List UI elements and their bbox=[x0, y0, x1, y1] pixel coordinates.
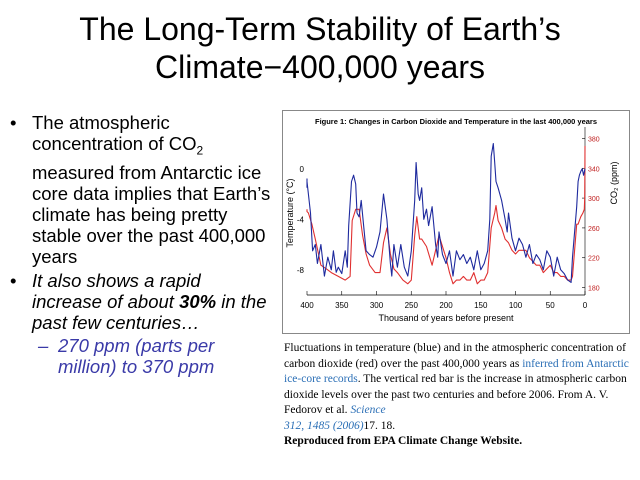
x-tick-label: 0 bbox=[583, 301, 588, 310]
figure-caption: Fluctuations in temperature (blue) and i… bbox=[284, 341, 630, 450]
y-right-tick-label: 340 bbox=[588, 166, 600, 173]
x-tick-label: 150 bbox=[474, 301, 488, 310]
chart-title: Figure 1: Changes in Carbon Dioxide and … bbox=[315, 117, 597, 126]
bullet-1-text: The atmospheric concentration of CO bbox=[32, 112, 197, 154]
y-right-tick-label: 300 bbox=[588, 196, 600, 203]
bullet-dot-icon: • bbox=[10, 112, 17, 133]
bullet-dot-icon: • bbox=[10, 269, 17, 291]
bullet-1-text-cont: measured from Antarctic ice core data im… bbox=[32, 161, 271, 267]
caption-text-cont: . The vertical red bar is the increase i… bbox=[284, 373, 627, 416]
y-left-tick-label: 0 bbox=[300, 165, 305, 174]
bullet-2-text-cont: in the past few centuries… bbox=[32, 290, 267, 333]
x-tick-label: 200 bbox=[439, 301, 453, 310]
x-tick-label: 50 bbox=[546, 301, 555, 310]
bullet-2-percent: 30% bbox=[179, 290, 217, 312]
x-tick-label: 100 bbox=[509, 301, 523, 310]
caption-text: Fluctuations in temperature (blue) and i… bbox=[284, 342, 627, 370]
y-right-axis-label: CO₂ (ppm) bbox=[609, 162, 619, 205]
caption-source: Reproduced from EPA Climate Change Websi… bbox=[284, 435, 523, 447]
y-left-tick-label: -8 bbox=[297, 266, 305, 275]
slide-title: The Long-Term Stability of Earth’s Clima… bbox=[0, 10, 640, 86]
x-tick-label: 400 bbox=[300, 301, 314, 310]
y-right-tick-label: 180 bbox=[588, 286, 600, 293]
sub-bullet-ppm: – 270 ppm (parts per million) to 370 ppm bbox=[10, 335, 272, 377]
caption-citation-link[interactable]: 312, 1485 (2006) bbox=[284, 419, 364, 432]
sub-bullet-text: 270 ppm (parts per million) to 370 ppm bbox=[58, 334, 215, 377]
title-line-1: The Long-Term Stability of Earth’s bbox=[79, 11, 561, 47]
y-left-axis-label: Temperature (°C) bbox=[285, 178, 295, 247]
bullet-rapid-increase: • It also shows a rapid increase of abou… bbox=[10, 270, 272, 333]
caption-journal-link[interactable]: Science bbox=[350, 404, 386, 416]
x-tick-label: 300 bbox=[370, 301, 384, 310]
bullet-list: • The atmospheric concentration of CO2 m… bbox=[10, 112, 272, 377]
co2-temperature-figure: Figure 1: Changes in Carbon Dioxide and … bbox=[282, 110, 630, 334]
dash-icon: – bbox=[38, 334, 49, 356]
y-left-tick-label: -4 bbox=[297, 215, 305, 224]
y-right-tick-label: 380 bbox=[588, 136, 600, 143]
bullet-co2-stability: • The atmospheric concentration of CO2 m… bbox=[10, 112, 272, 267]
bullet-2-text: It also shows a rapid increase of about bbox=[32, 269, 201, 312]
subscript-2: 2 bbox=[196, 143, 204, 158]
x-axis-label: Thousand of years before present bbox=[378, 313, 514, 323]
title-line-2: Climate−400,000 years bbox=[155, 49, 485, 85]
x-tick-label: 250 bbox=[405, 301, 419, 310]
x-tick-label: 350 bbox=[335, 301, 349, 310]
caption-pages: 17. 18. bbox=[363, 419, 396, 432]
y-right-tick-label: 220 bbox=[588, 256, 600, 263]
y-right-tick-label: 260 bbox=[588, 226, 600, 233]
co2-series-line bbox=[306, 145, 586, 285]
co2-temperature-chart: Figure 1: Changes in Carbon Dioxide and … bbox=[285, 117, 619, 323]
temperature-series-line bbox=[306, 143, 586, 283]
caption-link[interactable]: inferred from Antarctic ice-core records bbox=[284, 357, 629, 386]
